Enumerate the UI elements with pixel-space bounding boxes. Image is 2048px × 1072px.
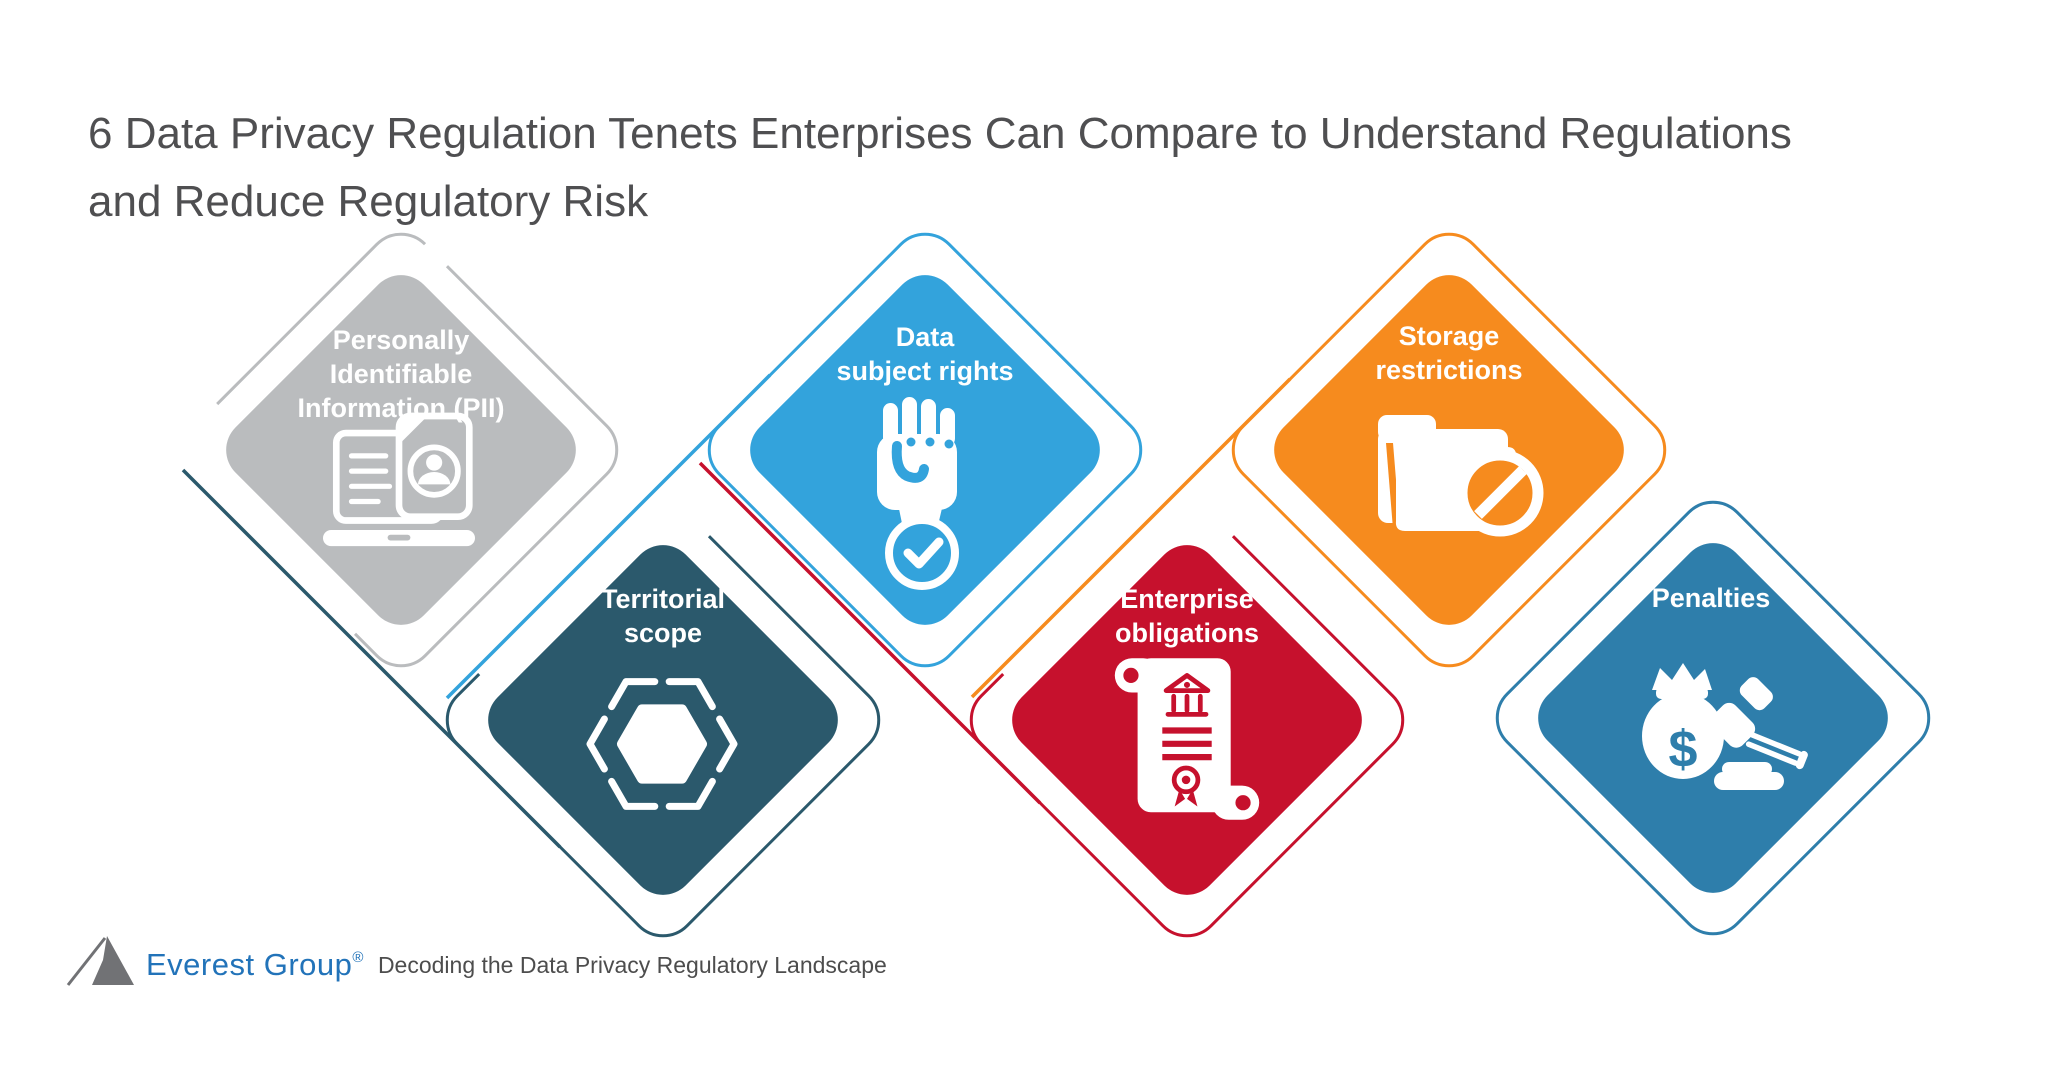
footer-tagline: Decoding the Data Privacy Regulatory Lan…	[377, 952, 887, 978]
label-line: subject rights	[836, 356, 1014, 386]
label-line: Territorial	[600, 584, 726, 614]
gavel-cap	[1739, 677, 1773, 711]
money-bag-tie	[1652, 663, 1712, 690]
check-mark	[903, 537, 944, 569]
label-line: Identifiable	[329, 359, 473, 389]
laptop-base-notch	[387, 534, 411, 541]
label-line: Storage	[1398, 321, 1500, 351]
prohibition-slash	[1474, 466, 1527, 519]
page-title-line-2: and Reduce Regulatory Risk	[88, 177, 649, 226]
folder-prohibition-icon	[1378, 415, 1544, 537]
label-line: obligations	[1115, 618, 1259, 648]
page-title: 6 Data Privacy Regulation Tenets Enterpr…	[88, 100, 1988, 236]
outline-diamond-penalties	[1495, 500, 1931, 936]
avatar-ring	[407, 444, 461, 498]
avatar-head	[426, 454, 443, 471]
brand-text: Everest Group	[146, 947, 353, 982]
outline-diamond-pii	[183, 232, 619, 668]
check-circle	[885, 516, 959, 590]
raised-fist-check-icon	[877, 397, 959, 590]
seal-ring	[1171, 765, 1201, 795]
fist-thumb-crease	[891, 441, 929, 483]
brand-name: Everest Group®	[146, 949, 364, 986]
money-bag-body	[1642, 693, 1724, 779]
footer: Everest Group® Decoding the Data Privacy…	[66, 924, 887, 986]
seal-dot	[1181, 775, 1191, 785]
diamond-label-data-subject-rights: Data subject rights	[836, 320, 1013, 388]
gavel-base	[1714, 772, 1784, 790]
scroll-text-lines	[1162, 727, 1212, 761]
scroll-bottom-curl	[1211, 785, 1260, 820]
bank-glyph	[1163, 673, 1211, 717]
outline-diamond-storage-restrictions	[1231, 232, 1667, 668]
diamond-label-pii: Personally Identifiable Information (PII…	[298, 323, 505, 425]
laptop-id-card-icon	[323, 412, 475, 547]
outline-diamond-enterprise-obligations	[969, 502, 1405, 938]
mountain-face	[92, 936, 134, 985]
mountain-ridge	[66, 937, 107, 986]
outline-diamond-data-subject-rights	[707, 232, 1143, 668]
hexagon-core	[617, 704, 707, 784]
screen-text-lines	[348, 453, 393, 505]
label-line: Data	[895, 322, 955, 352]
money-bag-gavel-icon: $	[1642, 663, 1808, 790]
label-line: restrictions	[1375, 355, 1523, 385]
everest-logo-mountain-icon	[66, 936, 134, 986]
scroll-certificate-icon	[1114, 658, 1260, 820]
bank-dot	[1183, 681, 1191, 688]
hexagon-brackets	[586, 678, 738, 810]
gavel-handle	[1745, 732, 1808, 770]
diamond-label-enterprise-obligations: Enterprise obligations	[1115, 582, 1259, 650]
fist-fingers	[883, 397, 955, 446]
diamond-label-penalties: Penalties	[1652, 581, 1771, 615]
scroll-top-curl-hole	[1123, 667, 1139, 683]
id-card-fold	[401, 418, 425, 442]
seal-ribbons	[1174, 789, 1198, 807]
registered-mark: ®	[352, 948, 364, 966]
fist-knuckle-notches	[906, 437, 954, 449]
diamond-label-storage-restrictions: Storage restrictions	[1375, 319, 1522, 387]
outline-diamond-territorial	[445, 502, 881, 938]
label-line: Personally	[332, 325, 470, 355]
label-line: Penalties	[1651, 583, 1771, 613]
scroll-sheet	[1137, 658, 1231, 813]
scope-hexagon-icon	[586, 678, 738, 810]
label-line: scope	[623, 618, 703, 648]
diamond-label-territorial-scope: Territorial scope	[601, 582, 725, 650]
dollar-sign: $	[1669, 721, 1698, 779]
label-line: Information (PII)	[297, 393, 505, 423]
page-title-line-1: 6 Data Privacy Regulation Tenets Enterpr…	[88, 109, 1792, 158]
avatar-shoulders	[418, 472, 451, 485]
scroll-bottom-curl-hole	[1235, 795, 1251, 811]
label-line: Enterprise	[1120, 584, 1254, 614]
